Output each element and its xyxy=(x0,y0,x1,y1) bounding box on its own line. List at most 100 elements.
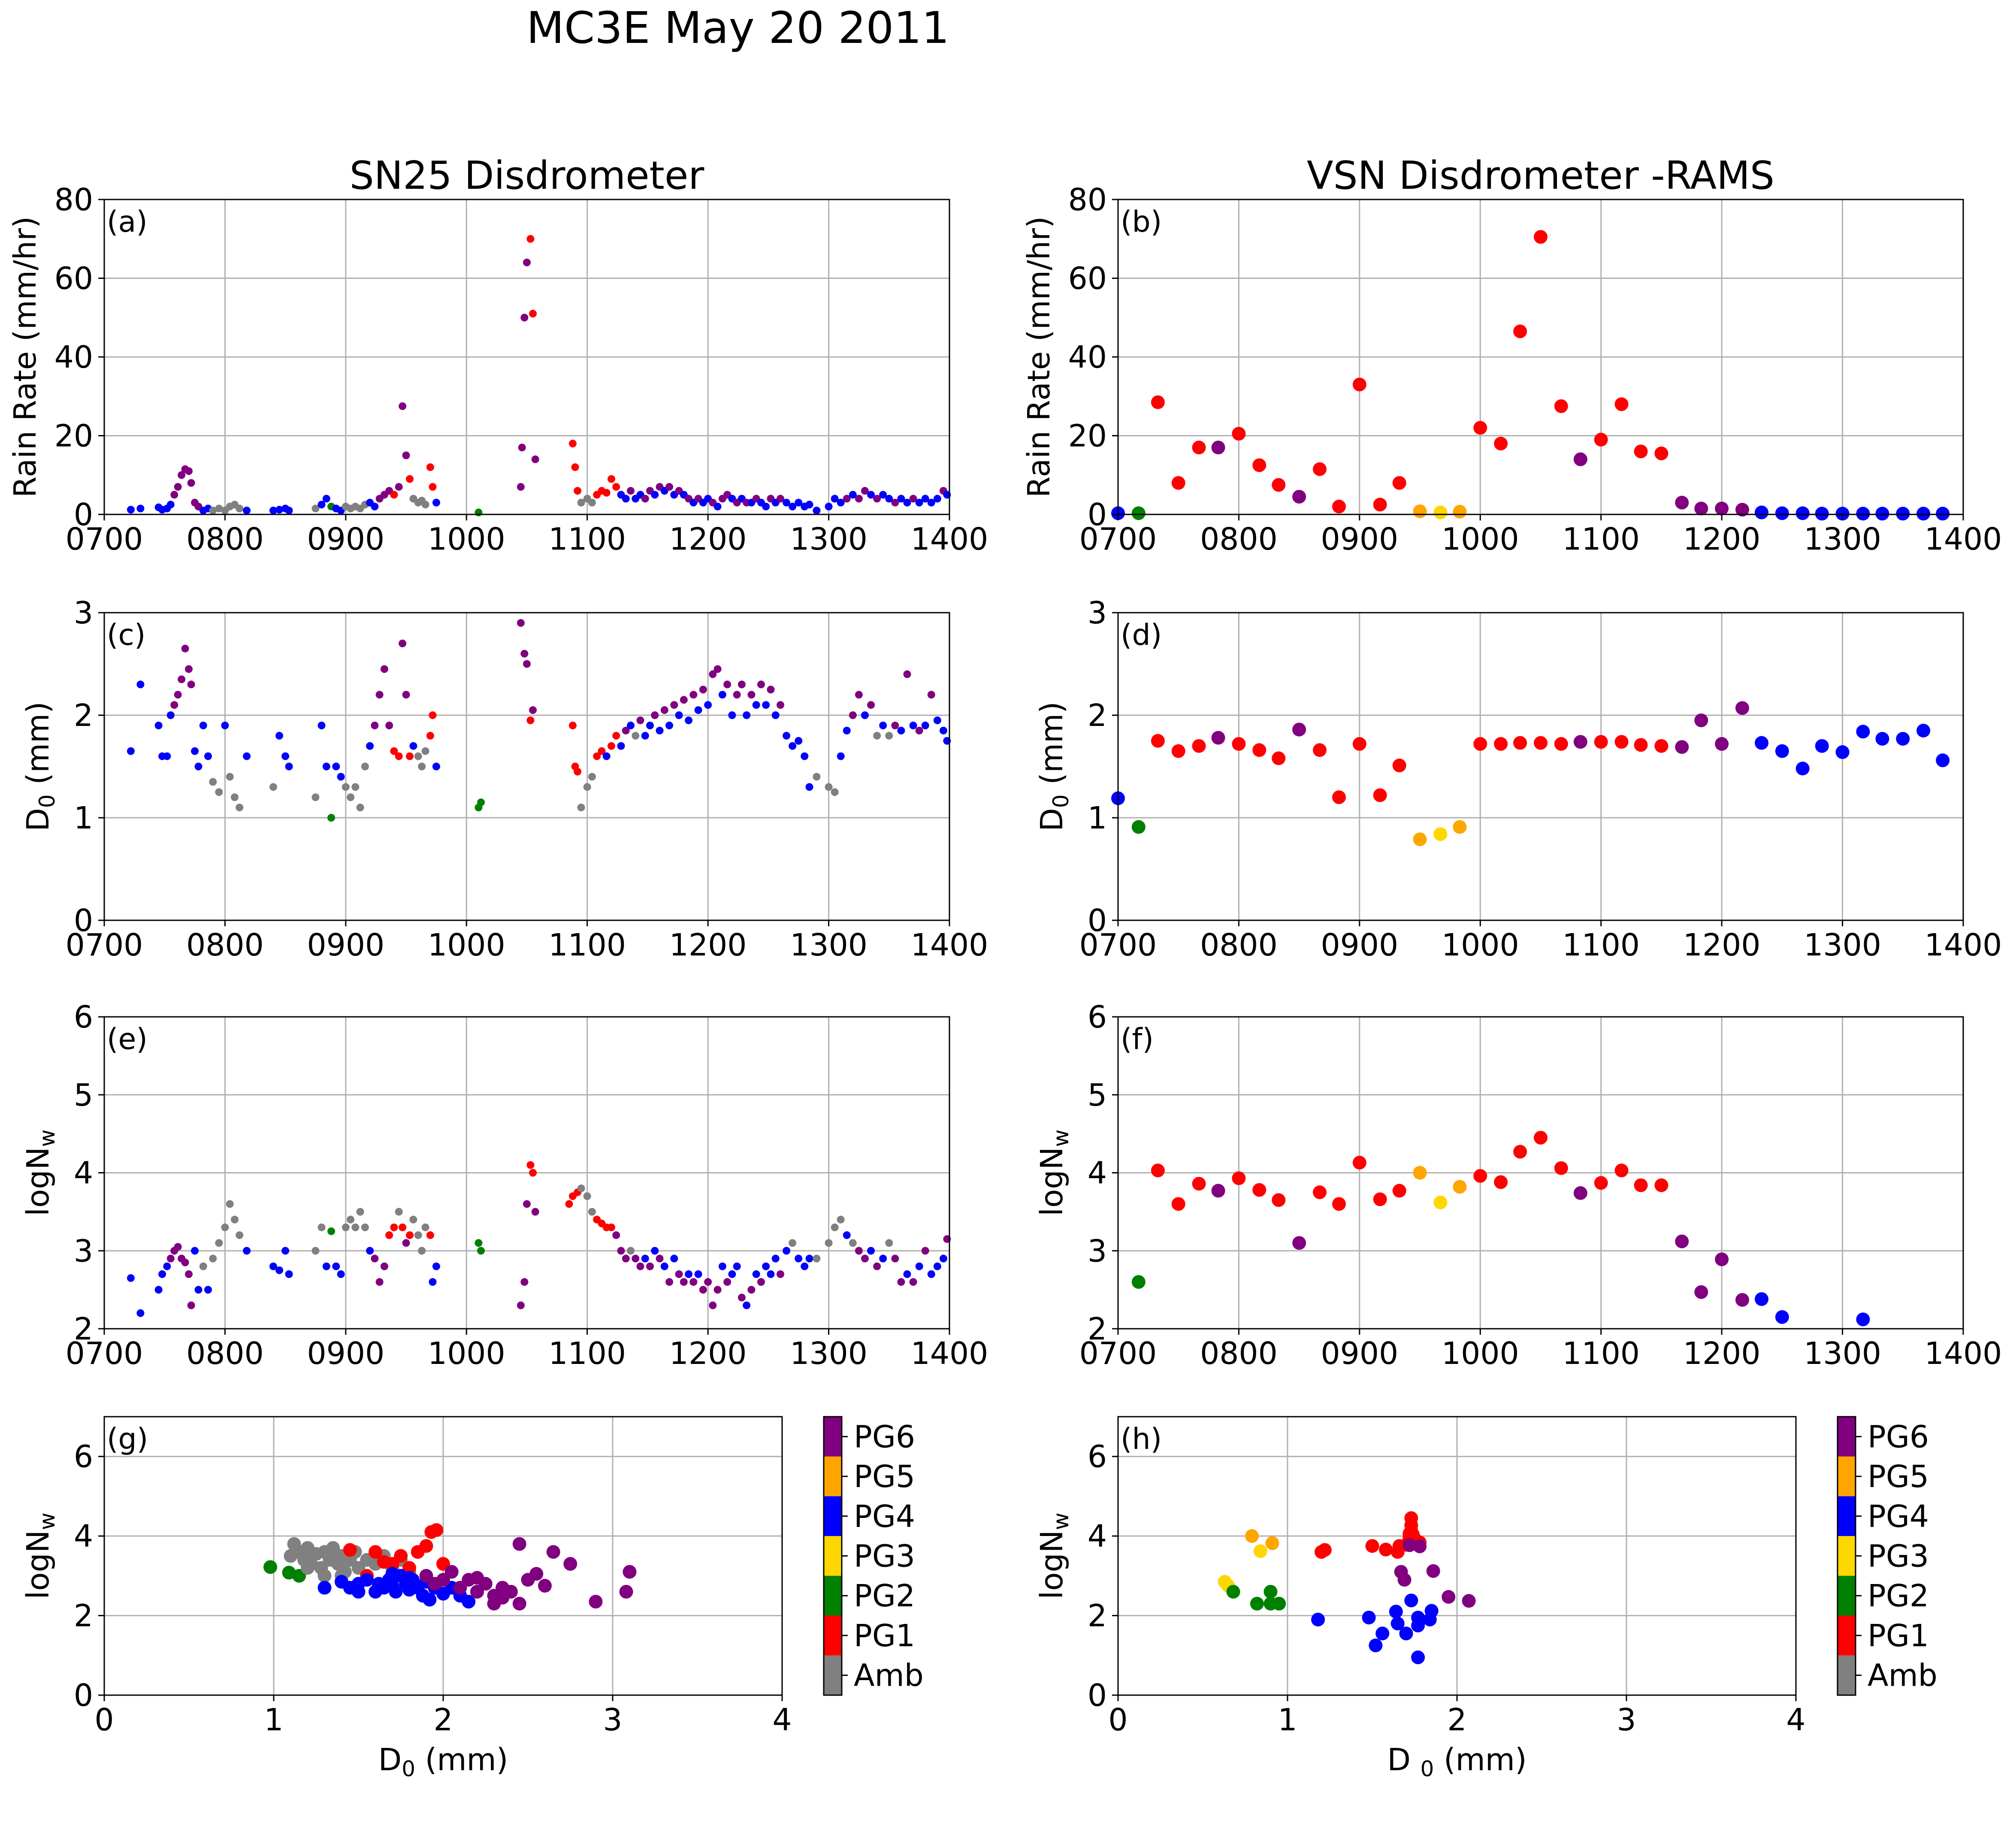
data-point xyxy=(380,665,388,673)
data-point xyxy=(1473,1169,1487,1183)
data-point xyxy=(421,1223,429,1231)
data-point xyxy=(1815,739,1829,753)
data-point xyxy=(921,495,929,503)
data-point xyxy=(783,1247,791,1255)
data-point xyxy=(215,1239,223,1247)
data-point xyxy=(1399,1626,1413,1641)
data-point xyxy=(933,1262,941,1270)
data-point xyxy=(285,506,293,514)
data-point xyxy=(1252,743,1266,757)
data-point xyxy=(520,314,529,322)
data-point xyxy=(317,1223,326,1231)
data-point xyxy=(512,1537,526,1551)
x-tick-label: 0700 xyxy=(66,1336,143,1371)
y-tick-label: 4 xyxy=(1088,1155,1107,1191)
data-point xyxy=(1332,790,1346,804)
data-point xyxy=(187,479,195,487)
data-point xyxy=(670,1255,678,1263)
data-point xyxy=(317,1581,332,1595)
data-point xyxy=(873,1262,881,1270)
colorbar-segment xyxy=(824,1655,842,1696)
data-point xyxy=(421,501,429,509)
colorbar-segment xyxy=(1838,1496,1856,1536)
data-point xyxy=(757,680,765,689)
data-point xyxy=(432,1262,440,1270)
data-point xyxy=(879,1255,887,1263)
x-tick-label: 1300 xyxy=(790,521,867,557)
x-tick-label: 1100 xyxy=(548,1336,626,1371)
data-point xyxy=(612,1231,620,1239)
data-point xyxy=(577,804,585,812)
y-axis-label: D0 (mm) xyxy=(20,701,60,831)
data-point xyxy=(855,1247,863,1255)
data-point xyxy=(1735,701,1749,715)
data-point xyxy=(1232,737,1246,751)
data-point xyxy=(728,1270,736,1278)
data-point xyxy=(402,1239,410,1247)
data-point xyxy=(311,1247,320,1255)
y-tick-label: 6 xyxy=(1088,1439,1107,1475)
y-tick-label: 60 xyxy=(1068,261,1107,296)
data-point xyxy=(1211,1184,1225,1198)
data-point xyxy=(1573,1186,1587,1200)
data-point xyxy=(622,726,630,735)
data-point xyxy=(332,762,340,771)
data-point xyxy=(867,491,875,499)
data-point xyxy=(1896,507,1910,521)
data-point xyxy=(602,489,611,497)
data-point xyxy=(767,1270,775,1278)
x-tick-label: 1200 xyxy=(669,1336,747,1371)
data-point xyxy=(127,1274,135,1282)
data-point xyxy=(517,1301,525,1309)
data-point xyxy=(351,1584,366,1599)
data-point xyxy=(689,1278,698,1286)
y-tick-label: 2 xyxy=(1088,1598,1107,1634)
y-tick-label: 2 xyxy=(74,698,93,733)
data-point xyxy=(432,762,440,771)
data-point xyxy=(1614,735,1629,749)
data-point xyxy=(221,721,229,729)
data-point xyxy=(1245,1529,1259,1543)
data-point xyxy=(1875,507,1889,521)
x-tick-label: 2 xyxy=(1447,1702,1466,1738)
data-point xyxy=(275,1266,284,1274)
data-point xyxy=(1411,1650,1425,1664)
data-point xyxy=(275,505,284,514)
x-tick-label: 1200 xyxy=(669,927,747,963)
data-point xyxy=(685,1270,693,1278)
data-point xyxy=(395,483,403,491)
data-point xyxy=(426,732,434,740)
x-tick-label: 0800 xyxy=(1200,927,1278,963)
data-point xyxy=(529,706,537,714)
colorbar-segment xyxy=(1838,1655,1856,1696)
data-point xyxy=(641,732,649,740)
data-point xyxy=(166,1255,175,1263)
data-point xyxy=(743,711,751,719)
data-point xyxy=(632,732,640,740)
data-point xyxy=(665,1278,674,1286)
x-tick-label: 1300 xyxy=(1804,521,1881,557)
data-point xyxy=(767,686,775,694)
x-tick-label: 0800 xyxy=(1200,1336,1278,1371)
data-point xyxy=(163,752,171,760)
axes-frame xyxy=(1117,612,1964,921)
data-point xyxy=(1755,736,1769,750)
data-point xyxy=(873,495,881,503)
data-point xyxy=(1318,1543,1332,1557)
data-point xyxy=(627,1247,635,1255)
x-tick-label: 1400 xyxy=(911,927,988,963)
panel-label: (f) xyxy=(1121,1022,1154,1056)
panel-b: 0700 0800 0900 1000 1100 1200 1300 1400 0 20 40 60 8… xyxy=(1021,153,2002,557)
panel-g: 0 1 2 3 4 0 2 4 6 (g) logNw D0 (mm) xyxy=(20,1416,792,1781)
x-tick-label: 1400 xyxy=(1925,1336,2002,1371)
data-point xyxy=(1424,1604,1439,1618)
y-tick-label: 0 xyxy=(1088,1678,1107,1713)
data-point xyxy=(571,463,579,471)
data-point xyxy=(1675,740,1689,754)
data-point xyxy=(909,721,917,729)
data-point xyxy=(230,1215,239,1224)
data-point xyxy=(915,499,923,507)
x-tick-label: 0900 xyxy=(307,521,385,557)
data-point xyxy=(174,691,182,699)
